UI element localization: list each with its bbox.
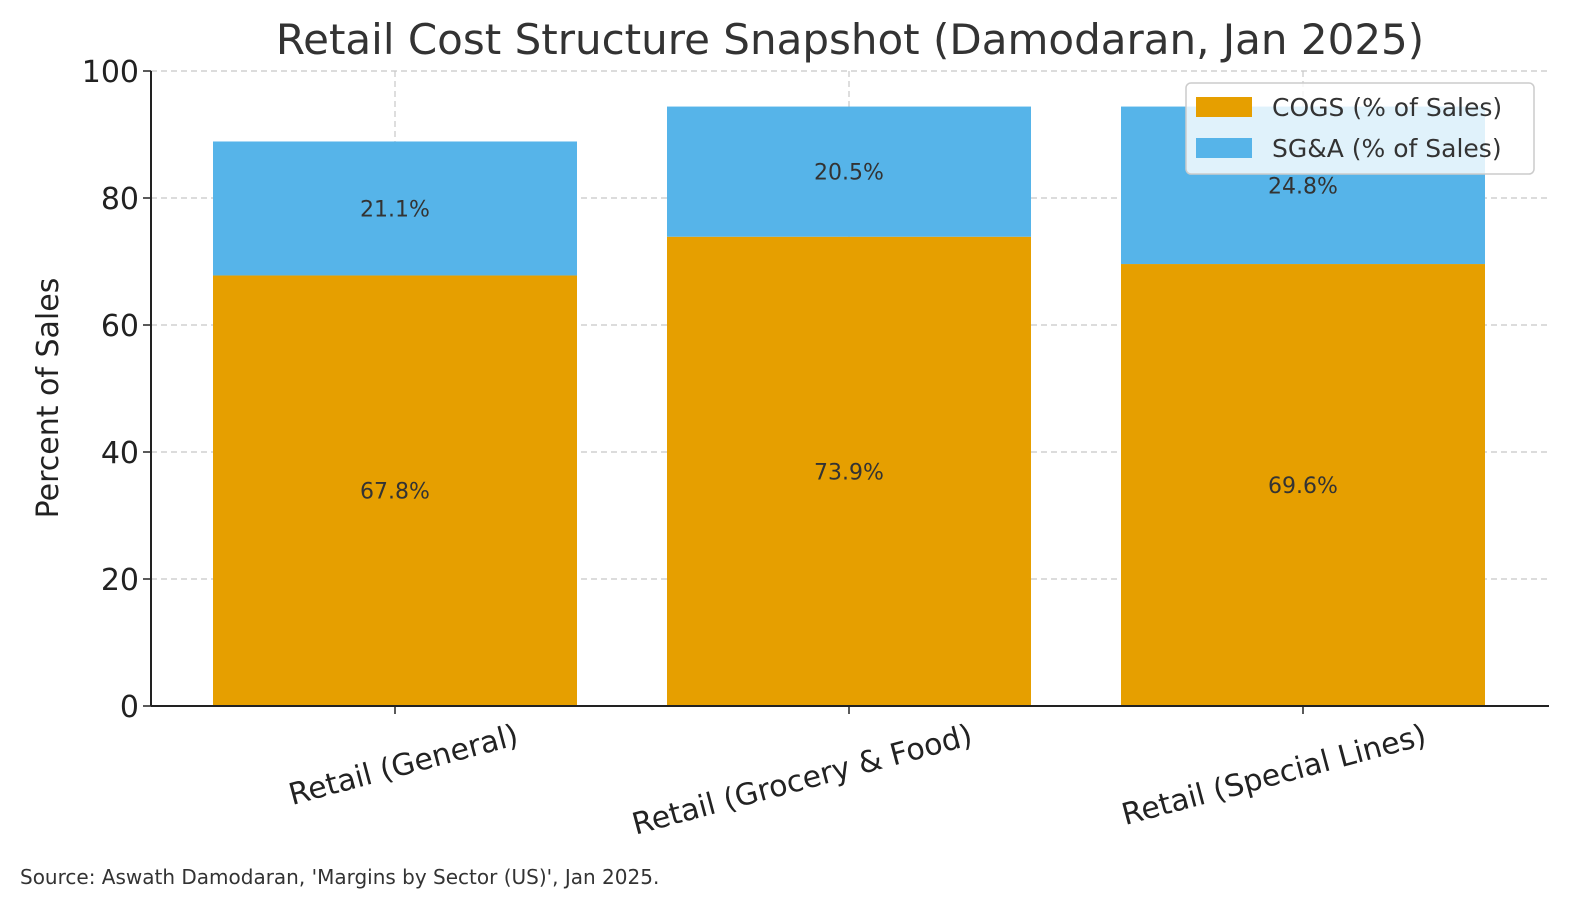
source-note: Source: Aswath Damodaran, 'Margins by Se… <box>20 865 659 889</box>
bar-sga-0 <box>213 141 577 276</box>
y-tick-label: 60 <box>101 309 139 344</box>
data-label: 69.6% <box>1268 474 1338 499</box>
legend-swatch <box>1196 138 1252 158</box>
data-label: 20.5% <box>814 161 884 186</box>
legend: COGS (% of Sales) SG&A (% of Sales) <box>1185 82 1535 175</box>
y-tick-label: 40 <box>101 436 139 471</box>
data-label: 24.8% <box>1268 174 1338 199</box>
data-label: 73.9% <box>814 460 884 485</box>
y-tick-label: 20 <box>101 563 139 598</box>
y-tick-label: 80 <box>101 182 139 217</box>
y-tick-label: 0 <box>120 690 139 725</box>
legend-label: COGS (% of Sales) <box>1272 93 1502 122</box>
legend-frame <box>1185 82 1535 175</box>
x-tick-label: Retail (General) <box>285 718 522 813</box>
bar-cogs-1 <box>667 236 1031 707</box>
bar-cogs-2 <box>1121 264 1485 706</box>
y-axis-label: Percent of Sales <box>31 278 66 519</box>
x-tick-label: Retail (Special Lines) <box>1118 718 1430 833</box>
legend-label: SG&A (% of Sales) <box>1272 134 1502 163</box>
data-label: 21.1% <box>360 197 430 222</box>
y-tick-label: 100 <box>82 55 139 90</box>
data-label: 67.8% <box>360 480 430 505</box>
bar-cogs-0 <box>213 275 577 706</box>
legend-swatch <box>1196 97 1252 117</box>
chart-title: Retail Cost Structure Snapshot (Damodara… <box>276 15 1424 64</box>
x-tick-label: Retail (Grocery & Food) <box>629 718 977 843</box>
bar-sga-1 <box>667 106 1031 237</box>
